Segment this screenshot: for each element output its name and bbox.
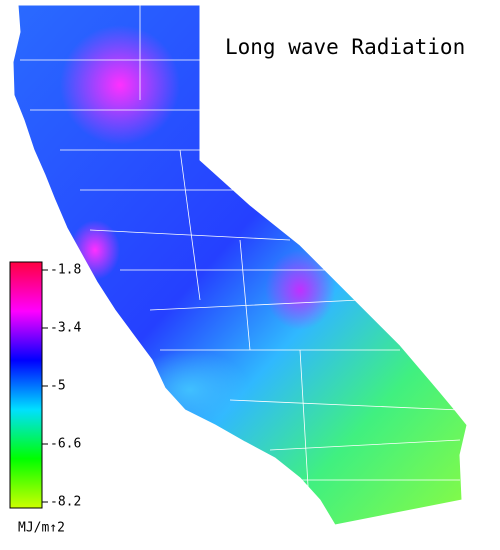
map-title: Long wave Radiation xyxy=(225,35,465,59)
colorbar-tick-label: -1.8 xyxy=(50,263,81,278)
colorbar-tick-label: -3.4 xyxy=(50,321,81,336)
colorbar-tick-label: -6.6 xyxy=(50,437,81,452)
colorbar-unit: MJ/m↑2 xyxy=(18,521,65,536)
colorbar-scale xyxy=(9,261,43,509)
colorbar-tick-label: -5 xyxy=(50,379,66,394)
colorbar: -1.8 -3.4 -5 -6.6 -8.2 xyxy=(9,261,81,510)
colorbar-tick-label: -8.2 xyxy=(50,495,81,510)
